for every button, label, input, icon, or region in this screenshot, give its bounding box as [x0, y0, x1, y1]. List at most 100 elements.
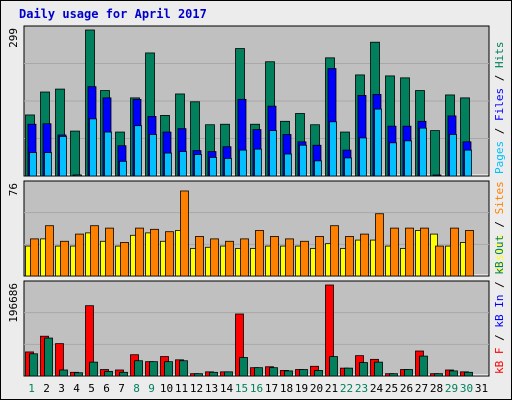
- x-tick-label: 27: [415, 382, 428, 395]
- legend-entry: /: [493, 214, 506, 234]
- legend-entry: Hits: [493, 42, 506, 69]
- bar-sites-day-2: [45, 225, 54, 277]
- bar-kb-out-day-18: [284, 370, 293, 377]
- bar-hits-day-28: [430, 130, 440, 177]
- y-max-label: 76: [7, 183, 20, 196]
- bar-pages-day-11: [179, 151, 187, 177]
- bar-kb-out-day-21: [329, 356, 338, 377]
- x-tick-label: 1: [28, 382, 35, 395]
- bar-sites-day-10: [165, 231, 174, 277]
- legend-entry: kB F: [493, 348, 506, 375]
- bar-kb-out-day-17: [269, 367, 278, 377]
- panel-background: [23, 280, 490, 377]
- bar-sites-day-19: [300, 240, 309, 277]
- x-tick-label: 28: [430, 382, 443, 395]
- x-tick-label: 4: [73, 382, 80, 395]
- bar-kb-out-day-15: [239, 357, 248, 377]
- bar-files-day-28: [432, 174, 442, 177]
- bar-pages-day-27: [419, 127, 427, 177]
- y-max-label: 196686: [7, 283, 20, 323]
- panel-hits-files-pages: 299 Pages / Files / Hits: [7, 25, 506, 177]
- bar-sites-day-13: [210, 238, 219, 277]
- x-tick-label: 20: [310, 382, 323, 395]
- x-tick-label: 12: [190, 382, 203, 395]
- bar-kb-out-day-13: [209, 371, 218, 377]
- bar-pages-day-22: [344, 157, 352, 177]
- bar-kb-out-day-30: [464, 371, 473, 377]
- bar-kb-out-day-6: [104, 370, 113, 377]
- bar-sites-day-7: [120, 242, 129, 277]
- x-tick-label: 10: [160, 382, 173, 395]
- x-tick-label: 24: [370, 382, 384, 395]
- legend: kB F / kB In / kB Out: [493, 235, 506, 374]
- bar-sites-day-22: [345, 236, 354, 277]
- bar-sites-day-16: [255, 230, 264, 277]
- bar-kb-out-day-3: [59, 369, 68, 377]
- bar-sites-day-12: [195, 236, 204, 277]
- x-tick-label: 23: [355, 382, 368, 395]
- bar-kb-out-day-20: [314, 370, 323, 377]
- bar-kb-out-day-1: [29, 353, 38, 377]
- bar-pages-day-20: [314, 160, 322, 177]
- bar-sites-day-28: [435, 245, 444, 277]
- bar-pages-day-26: [404, 140, 412, 177]
- bar-kb-out-day-25: [389, 373, 398, 377]
- legend-entry: kB Out: [493, 235, 506, 275]
- x-tick-label: 26: [400, 382, 413, 395]
- bar-kb-out-day-28: [434, 373, 443, 377]
- bar-pages-day-1: [29, 152, 37, 177]
- bar-pages-day-29: [449, 134, 457, 177]
- bar-sites-day-23: [360, 233, 369, 277]
- bar-kb-out-day-4: [74, 372, 83, 377]
- bar-pages-day-5: [89, 118, 97, 177]
- y-max-label: 299: [7, 28, 20, 48]
- legend-entry: /: [493, 328, 506, 348]
- bar-pages-day-21: [329, 121, 337, 177]
- x-tick-label: 15: [235, 382, 248, 395]
- legend-entry: /: [493, 275, 506, 295]
- bar-sites-day-18: [285, 238, 294, 277]
- bar-kb-out-day-19: [299, 369, 308, 377]
- bar-kb-out-day-16: [254, 367, 263, 377]
- bar-kb-out-day-7: [119, 371, 128, 377]
- bar-sites-day-11: [180, 190, 189, 277]
- bar-pages-day-7: [119, 160, 127, 177]
- bar-pages-day-24: [374, 108, 382, 177]
- bar-kb-out-day-12: [194, 373, 203, 377]
- x-tick-label: 19: [295, 382, 308, 395]
- chart-title: Daily usage for April 2017: [19, 7, 207, 21]
- legend-entry: /: [493, 121, 506, 141]
- bar-kb-out-day-24: [374, 361, 383, 377]
- bar-kb-out-day-9: [149, 361, 158, 377]
- bar-hits-day-4: [70, 130, 80, 177]
- bar-kb-out-day-22: [344, 367, 353, 377]
- bar-sites-day-6: [105, 227, 114, 277]
- bar-kb-out-day-2: [44, 337, 53, 377]
- bar-pages-day-12: [194, 154, 202, 177]
- panel-kbytes: 196686 kB F / kB In / kB Out: [7, 235, 506, 377]
- x-tick-label: 21: [325, 382, 338, 395]
- x-tick-label: 8: [133, 382, 140, 395]
- bar-kb-out-day-5: [89, 361, 98, 377]
- bar-kb-out-day-23: [359, 362, 368, 377]
- bar-pages-day-19: [299, 144, 307, 177]
- bar-kb-out-day-10: [164, 361, 173, 377]
- bar-sites-day-27: [420, 227, 429, 277]
- bar-kb-out-day-27: [419, 355, 428, 377]
- bar-sites-day-5: [90, 225, 99, 277]
- bar-pages-day-2: [44, 152, 52, 177]
- bar-pages-day-25: [389, 142, 397, 177]
- bar-pages-day-17: [269, 130, 277, 177]
- x-tick-label: 18: [280, 382, 293, 395]
- bar-pages-day-9: [149, 134, 157, 177]
- legend-entry: Visits: [493, 234, 506, 274]
- bar-pages-day-18: [284, 153, 292, 177]
- legend-entry: Files: [493, 88, 506, 121]
- bar-sites-day-8: [135, 227, 144, 277]
- x-tick-label: 30: [460, 382, 473, 395]
- x-tick-label: 5: [88, 382, 95, 395]
- x-tick-label: 17: [265, 382, 278, 395]
- legend-entry: Pages: [493, 141, 506, 174]
- bar-kb-out-day-11: [179, 360, 188, 377]
